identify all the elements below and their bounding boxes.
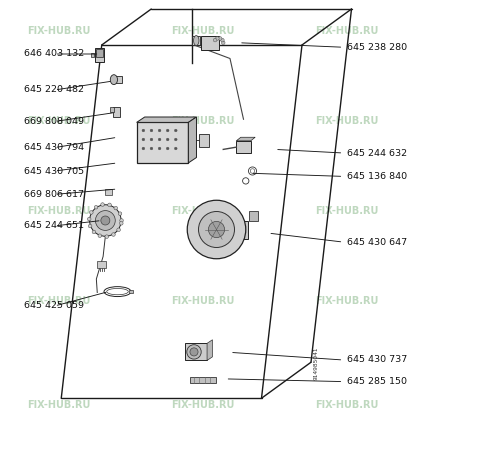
Circle shape [218,36,222,40]
Text: FIX-HUB.RU: FIX-HUB.RU [315,27,378,36]
Bar [249,211,258,221]
Bar [97,261,106,268]
Bar [199,134,209,147]
Text: 645 136 840: 645 136 840 [347,172,407,181]
Bar [136,122,188,163]
Bar [113,107,120,117]
Text: 645 425 059: 645 425 059 [24,302,84,310]
Bar [236,141,250,153]
Text: 669 806 617: 669 806 617 [24,190,84,199]
Bar [201,36,219,50]
Text: FIX-HUB.RU: FIX-HUB.RU [27,207,91,216]
Bar [192,36,200,45]
Circle shape [92,230,96,234]
Circle shape [101,216,110,225]
Ellipse shape [110,75,118,85]
Text: FIX-HUB.RU: FIX-HUB.RU [27,27,91,36]
Text: 645 430 647: 645 430 647 [347,238,407,247]
Circle shape [158,129,161,132]
Text: 646 403 132: 646 403 132 [24,50,84,58]
Circle shape [208,221,225,238]
Circle shape [158,147,161,150]
Circle shape [101,203,104,207]
Circle shape [120,221,123,225]
Circle shape [175,147,177,150]
Text: FIX-HUB.RU: FIX-HUB.RU [27,400,91,410]
Circle shape [89,211,93,214]
Circle shape [198,212,235,248]
Text: FIX-HUB.RU: FIX-HUB.RU [171,400,235,410]
Circle shape [95,211,115,230]
Polygon shape [136,117,196,122]
Text: 645 244 651: 645 244 651 [24,221,84,230]
Text: 645 430 737: 645 430 737 [347,356,407,364]
Circle shape [190,348,198,356]
Circle shape [175,138,177,141]
Circle shape [187,345,201,359]
Circle shape [120,219,124,222]
Circle shape [142,129,145,132]
Text: FIX-HUB.RU: FIX-HUB.RU [315,400,378,410]
Bar [95,48,105,62]
Text: 645 285 150: 645 285 150 [347,377,407,386]
Text: FIX-HUB.RU: FIX-HUB.RU [27,117,91,126]
Bar [113,76,123,83]
Text: FIX-HUB.RU: FIX-HUB.RU [315,297,378,306]
Circle shape [150,129,153,132]
Circle shape [108,203,111,207]
Circle shape [142,138,145,141]
Text: 669 808 049: 669 808 049 [24,117,84,126]
Circle shape [166,129,169,132]
Ellipse shape [193,36,199,45]
Text: 645 220 482: 645 220 482 [24,86,84,94]
Circle shape [166,138,169,141]
Polygon shape [207,340,212,360]
Circle shape [87,217,91,221]
Bar [96,49,103,57]
Circle shape [112,233,115,236]
Circle shape [216,36,219,40]
Bar [110,107,114,112]
Text: 914985041: 914985041 [313,347,318,380]
Circle shape [221,41,225,45]
Circle shape [158,138,161,141]
Text: FIX-HUB.RU: FIX-HUB.RU [171,207,235,216]
Bar [186,343,207,360]
Circle shape [142,147,145,150]
Text: 645 430 794: 645 430 794 [24,143,84,152]
Text: 645 244 632: 645 244 632 [347,148,407,157]
Circle shape [94,206,98,209]
Bar [105,189,112,195]
Bar [129,290,133,293]
Circle shape [213,38,217,42]
Text: FIX-HUB.RU: FIX-HUB.RU [315,207,378,216]
Bar [91,53,94,57]
Text: FIX-HUB.RU: FIX-HUB.RU [171,27,235,36]
Circle shape [90,205,121,236]
Circle shape [175,129,177,132]
Circle shape [150,147,153,150]
Bar [190,377,216,383]
Circle shape [117,228,121,232]
Text: FIX-HUB.RU: FIX-HUB.RU [27,297,91,306]
Circle shape [166,147,169,150]
Circle shape [114,206,118,210]
Text: FIX-HUB.RU: FIX-HUB.RU [315,117,378,126]
Circle shape [221,38,224,42]
Circle shape [118,212,122,216]
Text: 645 238 280: 645 238 280 [347,43,407,52]
Circle shape [105,235,109,238]
Polygon shape [236,137,255,141]
Circle shape [98,234,102,238]
Circle shape [150,138,153,141]
Bar [221,220,248,238]
Text: 645 430 705: 645 430 705 [24,166,84,176]
Text: FIX-HUB.RU: FIX-HUB.RU [171,117,235,126]
Circle shape [187,200,246,259]
Polygon shape [188,117,196,163]
Circle shape [88,224,92,228]
Text: FIX-HUB.RU: FIX-HUB.RU [171,297,235,306]
